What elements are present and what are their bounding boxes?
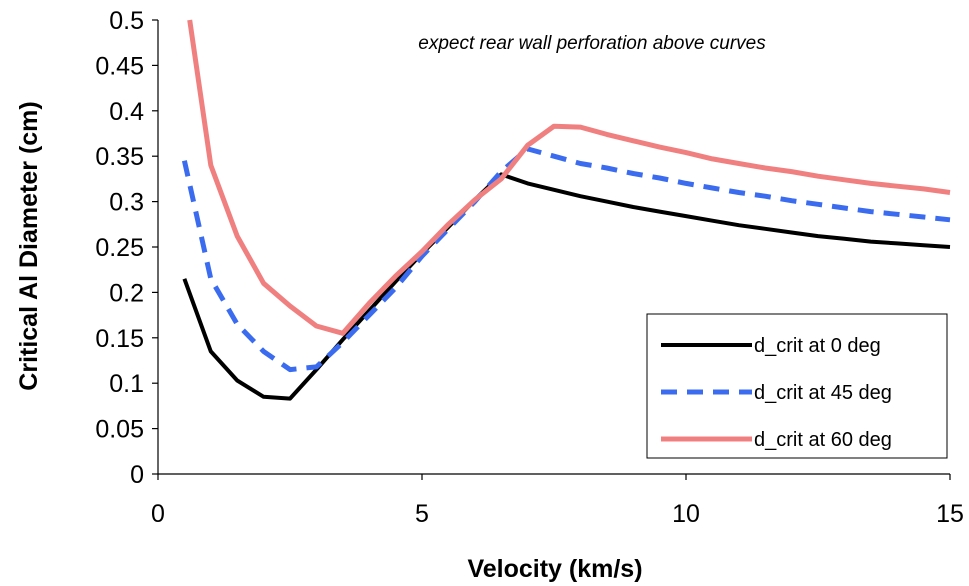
y-tick-label: 0.35	[95, 143, 144, 171]
y-tick-label: 0	[130, 461, 144, 489]
y-tick-label: 0.1	[109, 370, 144, 398]
series-line-1	[181, 146, 951, 373]
chart-annotation: expect rear wall perforation above curve…	[418, 33, 766, 54]
legend-label: d_crit at 0 deg	[754, 335, 881, 357]
series-line-2	[187, 19, 951, 336]
y-tick-label: 0.2	[109, 279, 144, 307]
y-tick-label: 0.05	[95, 416, 144, 444]
y-tick-label: 0.15	[95, 325, 144, 353]
y-tick-label: 0.45	[95, 52, 144, 80]
y-tick-label: 0.5	[109, 7, 144, 35]
y-axis-title: Critical Al Diameter (cm)	[15, 101, 43, 390]
legend-label: d_crit at 45 deg	[754, 382, 892, 404]
legend-label: d_crit at 60 deg	[754, 429, 892, 451]
y-tick-label: 0.3	[109, 189, 144, 217]
x-tick-label: 10	[672, 500, 700, 528]
x-tick-label: 5	[415, 500, 429, 528]
x-tick-label: 0	[151, 500, 165, 528]
y-ticks: 0 0.05 0.1 0.15 0.2 0.25 0.3 0.35 0.4 0.45 0.5	[95, 7, 158, 489]
legend: d_crit at 0 deg d_crit at 45 deg d_crit at…	[646, 313, 948, 459]
plot-lines	[181, 19, 951, 401]
series-line-0	[182, 172, 951, 401]
legend-box	[646, 313, 948, 459]
x-axis-title: Velocity (km/s)	[467, 555, 642, 583]
y-tick-label: 0.4	[109, 98, 144, 126]
x-ticks: 0 5 10 15	[151, 474, 964, 528]
y-tick-label: 0.25	[95, 234, 144, 262]
x-tick-label: 15	[936, 500, 964, 528]
